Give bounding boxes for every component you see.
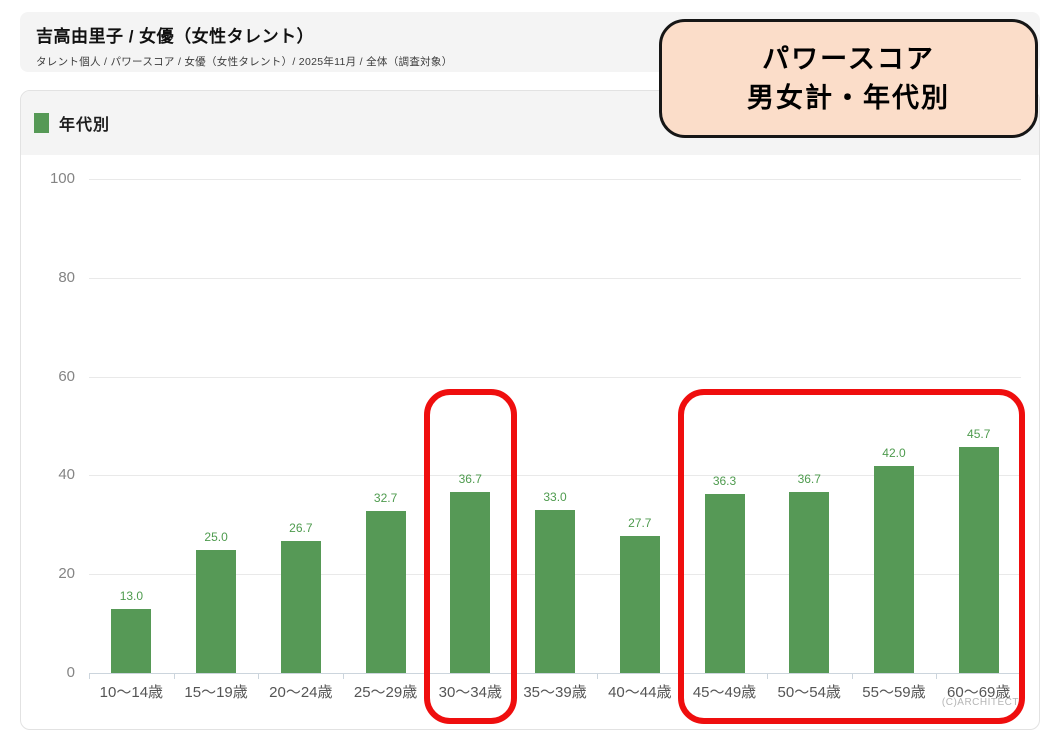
x-axis-tick (343, 673, 345, 679)
bar-10〜14歳 (111, 608, 152, 673)
x-axis-tick (766, 673, 768, 679)
category-slot: 42.0 55〜59歳 (852, 179, 937, 701)
x-axis-category-label: 40〜44歳 (608, 684, 672, 701)
bar-30〜34歳 (450, 491, 491, 673)
category-slot: 25.0 15〜19歳 (174, 179, 259, 702)
value-label: 13.0 (119, 588, 144, 603)
value-label: 25.0 (204, 529, 228, 544)
bar-series: 13.0 10〜14歳 25.0 15〜19歳 26.7 20〜24歳 32.7 25〜29歳… (89, 179, 1021, 702)
gridline (89, 277, 1021, 279)
gridline (89, 376, 1021, 378)
bar-45〜49歳 (704, 493, 745, 673)
legend-label: 年代別 (59, 117, 111, 134)
value-label: 36.7 (797, 471, 821, 486)
value-label: 45.7 (967, 427, 991, 442)
badge-line1: パワースコア (762, 44, 935, 75)
value-label: 33.0 (543, 489, 567, 504)
chart-card: 年代別 0 20 40 60 80 100 13.0 10〜14歳 25.0 15〜19歳 26.7… (20, 90, 1040, 730)
category-slot: 13.0 10〜14歳 (89, 179, 174, 701)
breadcrumb: タレント個人 / パワースコア / 女優（女性タレント）/ 2025年11月 /… (36, 56, 453, 68)
gridline (89, 179, 1021, 180)
powerscore-badge: パワースコア 男女計・年代別 (659, 19, 1038, 138)
x-axis-tick (258, 673, 260, 679)
y-axis-tick-label: 20 (58, 565, 75, 583)
y-axis-tick-label: 40 (58, 466, 75, 484)
x-axis-tick (427, 673, 429, 679)
value-label: 36.7 (458, 471, 482, 486)
plot-area: 0 20 40 60 80 100 13.0 10〜14歳 25.0 15〜19歳 26.7 20〜2… (50, 170, 1025, 724)
x-axis-category-label: 30〜34歳 (438, 684, 502, 701)
x-axis-line (89, 673, 1021, 674)
value-label: 26.7 (289, 521, 313, 536)
category-slot: 36.7 50〜54歳 (767, 179, 852, 701)
y-axis-tick-label: 0 (66, 664, 75, 681)
bar-35〜39歳 (535, 509, 576, 673)
category-slot: 33.0 35〜39歳 (513, 179, 598, 701)
x-axis-category-label: 10〜14歳 (99, 684, 164, 701)
y-axis-tick-label: 60 (58, 367, 75, 385)
value-label: 27.7 (628, 516, 652, 531)
bar-15〜19歳 (196, 549, 237, 673)
x-axis-tick (512, 673, 514, 679)
category-slot: 27.7 40〜44歳 (597, 179, 682, 701)
y-axis-tick-label: 100 (49, 170, 75, 187)
gridline (89, 475, 1021, 477)
x-axis-tick (173, 673, 175, 679)
x-axis-tick (1021, 673, 1022, 679)
x-axis-category-label: 15〜19歳 (184, 684, 248, 701)
copyright-text: (C)ARCHITECT (941, 697, 1019, 708)
x-axis-category-label: 35〜39歳 (523, 684, 587, 701)
x-axis-tick (89, 673, 90, 679)
bar-40〜44歳 (619, 536, 660, 673)
value-label: 32.7 (373, 491, 398, 506)
x-axis-category-label: 25〜29歳 (353, 684, 418, 701)
bar-55〜59歳 (873, 465, 914, 673)
x-axis-category-label: 45〜49歳 (692, 684, 757, 701)
x-axis-category-label: 20〜24歳 (269, 684, 333, 701)
x-axis-tick (851, 673, 853, 679)
badge-line2: 男女計・年代別 (747, 82, 950, 113)
bar-20〜24歳 (280, 541, 321, 673)
legend-swatch-icon (34, 113, 49, 133)
x-axis-tick (682, 673, 684, 679)
x-axis-tick (597, 673, 599, 679)
category-slot: 45.7 60〜69歳 (936, 179, 1021, 701)
y-axis-tick-label: 80 (58, 268, 75, 286)
category-slot: 36.7 30〜34歳 (428, 179, 513, 701)
value-label: 42.0 (882, 445, 906, 460)
category-slot: 26.7 20〜24歳 (258, 179, 343, 701)
category-slot: 36.3 45〜49歳 (682, 179, 767, 701)
bar-25〜29歳 (365, 511, 406, 673)
x-axis-category-label: 55〜59歳 (862, 684, 926, 701)
bar-50〜54歳 (789, 491, 830, 673)
category-slot: 32.7 25〜29歳 (343, 179, 428, 701)
value-label: 36.3 (712, 473, 737, 488)
page-title: 吉高由里子 / 女優（女性タレント） (36, 27, 315, 46)
x-axis-tick (936, 673, 938, 679)
x-axis-category-label: 50〜54歳 (777, 684, 841, 701)
x-axis-category-label: 60〜69歳 (947, 684, 1011, 701)
bar-60〜69歳 (958, 447, 999, 673)
